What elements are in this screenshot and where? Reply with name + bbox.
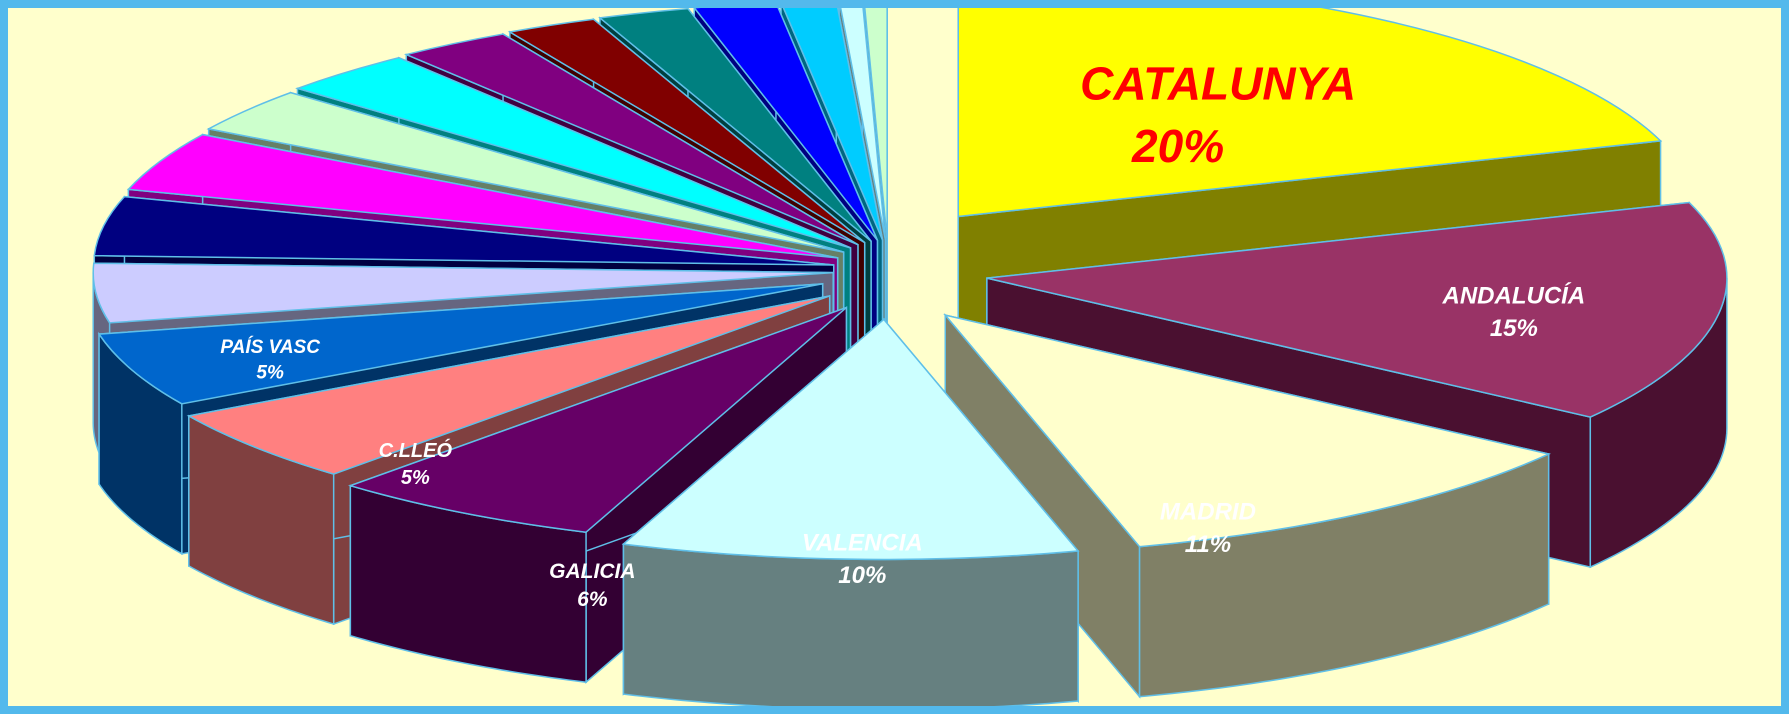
slice-value-label: 20% xyxy=(1131,120,1224,172)
slice-value-label: 10% xyxy=(838,562,886,589)
slice-top-13 xyxy=(507,18,866,244)
slice-top-9 xyxy=(126,133,838,259)
slice-name-label: ANDALUCÍA xyxy=(1442,282,1586,310)
slice-2 xyxy=(943,313,1551,699)
slice-label-6: PAÍS VASC 5% xyxy=(220,336,320,384)
slice-top-12 xyxy=(403,33,859,246)
slice-label-2: MADRID 11% xyxy=(1160,499,1256,558)
slice-top-16 xyxy=(782,8,884,241)
slice-label-1: ANDALUCÍA 15% xyxy=(1442,282,1586,342)
slice-label-4: GALICIA 6% xyxy=(549,560,635,611)
slice-top-6 xyxy=(97,283,823,405)
slice-top-8 xyxy=(93,195,834,266)
slice-3 xyxy=(621,317,1080,706)
slice-label-3: VALENCIA 10% xyxy=(802,530,923,589)
slice-top-11 xyxy=(295,56,851,249)
slice-value-label: 5% xyxy=(401,467,430,489)
pie-chart: CATALUNYA 20% ANDALUCÍA 15% MADRID 11% VALENCI… xyxy=(92,8,1728,706)
chart-area: CATALUNYA 20% ANDALUCÍA 15% MADRID 11% VALENCI… xyxy=(8,8,1781,706)
slice-name-label: C.LLEÓ xyxy=(379,438,453,462)
slice-label-5: C.LLEÓ 5% xyxy=(379,438,453,489)
slice-value-label: 5% xyxy=(256,362,284,383)
slice-name-label: MADRID xyxy=(1160,499,1256,526)
slice-name-label: PAÍS VASC xyxy=(220,336,320,358)
slice-top-17 xyxy=(839,8,887,240)
slice-value-label: 15% xyxy=(1490,315,1538,342)
slice-top-7 xyxy=(92,262,834,324)
slice-value-label: 6% xyxy=(577,588,608,611)
slice-top-5 xyxy=(186,295,830,475)
slice-top-1 xyxy=(986,201,1728,418)
slice-top-2 xyxy=(943,313,1551,548)
slice-top-0 xyxy=(957,8,1663,218)
slice-top-4 xyxy=(347,306,847,534)
slice-top-14 xyxy=(598,8,872,242)
slice-top-10 xyxy=(206,91,844,253)
slice-name-label: GALICIA xyxy=(549,560,635,583)
slice-top-18 xyxy=(864,8,888,240)
slice-top-15 xyxy=(693,8,879,241)
slice-value-label: 11% xyxy=(1185,531,1231,558)
slice-label-0: CATALUNYA 20% xyxy=(1080,58,1356,172)
slice-name-label: CATALUNYA xyxy=(1080,58,1356,110)
slice-top-3 xyxy=(621,318,1080,561)
slice-name-label: VALENCIA xyxy=(802,530,923,557)
